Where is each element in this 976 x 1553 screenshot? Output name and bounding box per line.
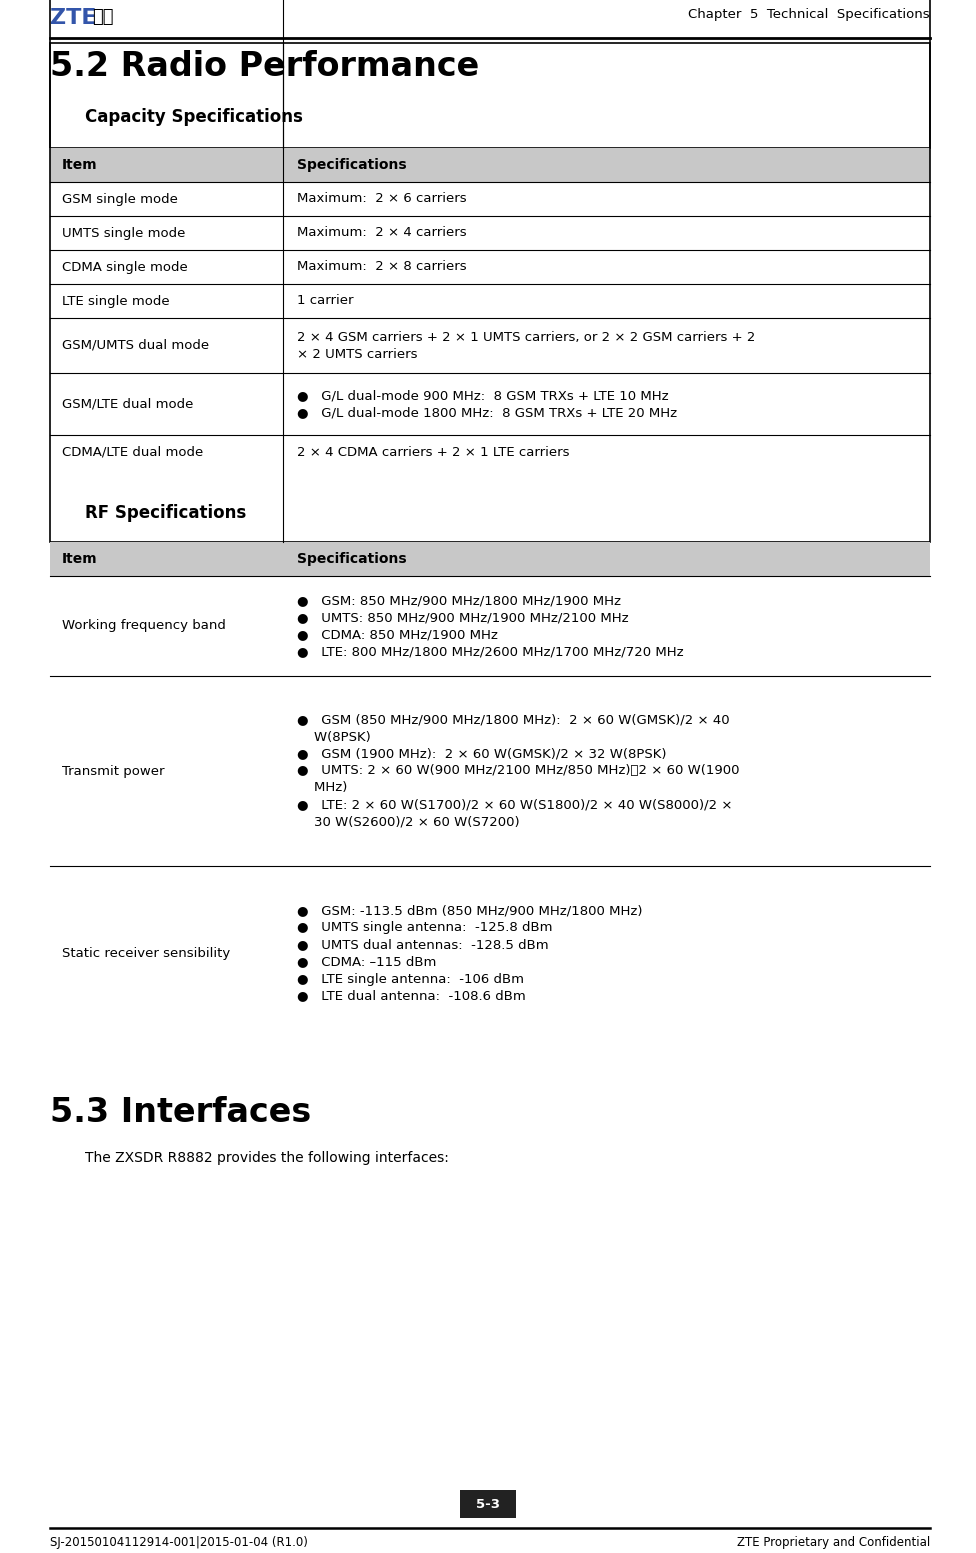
Text: 中兴: 中兴 [92, 8, 113, 26]
Text: Static receiver sensibility: Static receiver sensibility [62, 947, 230, 960]
Text: ●   GSM: -113.5 dBm (850 MHz/900 MHz/1800 MHz)
●   UMTS single antenna:  -125.8 : ● GSM: -113.5 dBm (850 MHz/900 MHz/1800 … [297, 904, 642, 1003]
Text: GSM single mode: GSM single mode [62, 193, 178, 205]
Text: CDMA single mode: CDMA single mode [62, 261, 187, 273]
Text: UMTS single mode: UMTS single mode [62, 227, 185, 239]
Text: Working frequency band: Working frequency band [62, 620, 225, 632]
Text: Maximum:  2 × 4 carriers: Maximum: 2 × 4 carriers [297, 227, 467, 239]
Text: GSM/UMTS dual mode: GSM/UMTS dual mode [62, 339, 209, 353]
Text: 2 × 4 GSM carriers + 2 × 1 UMTS carriers, or 2 × 2 GSM carriers + 2
× 2 UMTS car: 2 × 4 GSM carriers + 2 × 1 UMTS carriers… [297, 331, 755, 360]
Text: Chapter  5  Technical  Specifications: Chapter 5 Technical Specifications [688, 8, 930, 22]
Text: 5.3 Interfaces: 5.3 Interfaces [50, 1096, 311, 1129]
Text: ●   GSM: 850 MHz/900 MHz/1800 MHz/1900 MHz
●   UMTS: 850 MHz/900 MHz/1900 MHz/21: ● GSM: 850 MHz/900 MHz/1800 MHz/1900 MHz… [297, 593, 683, 658]
Text: GSM/LTE dual mode: GSM/LTE dual mode [62, 398, 193, 410]
Text: ZTE Proprietary and Confidential: ZTE Proprietary and Confidential [737, 1536, 930, 1548]
Text: 5-3: 5-3 [476, 1497, 500, 1511]
Text: ●   GSM (850 MHz/900 MHz/1800 MHz):  2 × 60 W(GMSK)/2 × 40
    W(8PSK)
●   GSM (: ● GSM (850 MHz/900 MHz/1800 MHz): 2 × 60… [297, 713, 740, 828]
Text: LTE single mode: LTE single mode [62, 295, 170, 307]
Bar [460, 1489, 516, 1517]
Text: Transmit power: Transmit power [62, 764, 165, 778]
Text: ZTE: ZTE [50, 8, 97, 28]
Text: Item: Item [62, 551, 98, 565]
Text: Maximum:  2 × 6 carriers: Maximum: 2 × 6 carriers [297, 193, 467, 205]
Text: 5.2 Radio Performance: 5.2 Radio Performance [50, 50, 479, 82]
Text: Specifications: Specifications [297, 158, 407, 172]
Text: Specifications: Specifications [297, 551, 407, 565]
Text: Capacity Specifications: Capacity Specifications [85, 109, 303, 126]
Bar [50, 0, 930, 148]
Bar [50, 542, 930, 576]
Text: SJ-20150104112914-001|2015-01-04 (R1.0): SJ-20150104112914-001|2015-01-04 (R1.0) [50, 1536, 307, 1548]
Text: The ZXSDR R8882 provides the following interfaces:: The ZXSDR R8882 provides the following i… [85, 1151, 449, 1165]
Text: ●   G/L dual-mode 900 MHz:  8 GSM TRXs + LTE 10 MHz
●   G/L dual-mode 1800 MHz: : ● G/L dual-mode 900 MHz: 8 GSM TRXs + LT… [297, 388, 677, 419]
Text: CDMA/LTE dual mode: CDMA/LTE dual mode [62, 446, 203, 458]
Text: Item: Item [62, 158, 98, 172]
Bar [50, 43, 930, 542]
Text: Maximum:  2 × 8 carriers: Maximum: 2 × 8 carriers [297, 261, 467, 273]
Text: 2 × 4 CDMA carriers + 2 × 1 LTE carriers: 2 × 4 CDMA carriers + 2 × 1 LTE carriers [297, 446, 570, 458]
Text: RF Specifications: RF Specifications [85, 505, 246, 522]
Bar [50, 148, 930, 182]
Text: 1 carrier: 1 carrier [297, 295, 353, 307]
